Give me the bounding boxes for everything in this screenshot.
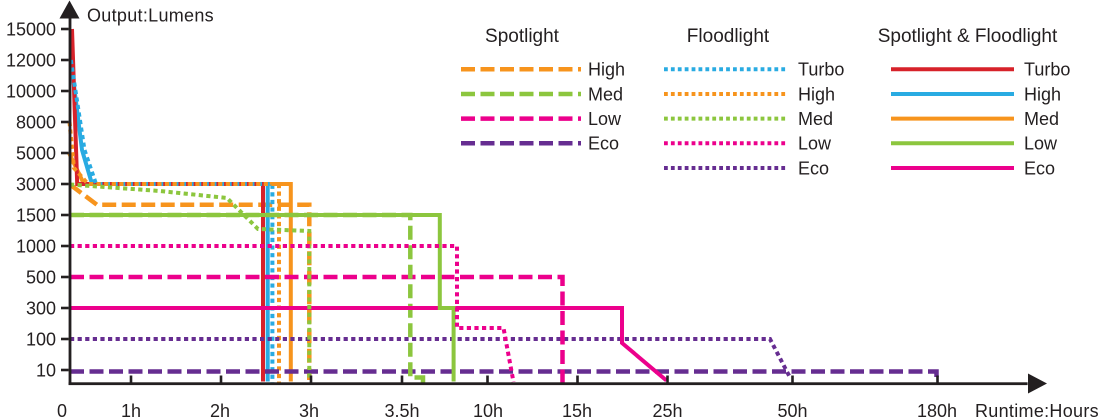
svg-text:100: 100 (26, 329, 56, 349)
svg-text:50h: 50h (777, 401, 807, 418)
svg-text:2h: 2h (210, 401, 230, 418)
svg-text:3h: 3h (299, 401, 319, 418)
svg-text:Turbo: Turbo (798, 60, 844, 80)
svg-text:Spotlight & Floodlight: Spotlight & Floodlight (878, 26, 1058, 47)
svg-text:Turbo: Turbo (1024, 60, 1070, 80)
svg-text:15h: 15h (562, 401, 592, 418)
svg-text:12000: 12000 (6, 50, 56, 70)
svg-text:10: 10 (36, 360, 56, 380)
svg-text:180h: 180h (917, 401, 957, 418)
svg-text:3000: 3000 (16, 174, 56, 194)
svg-text:Output:Lumens: Output:Lumens (87, 6, 214, 26)
svg-text:Eco: Eco (1024, 158, 1055, 178)
svg-text:3.5h: 3.5h (384, 401, 419, 418)
svg-text:Spotlight: Spotlight (485, 26, 560, 47)
svg-text:8000: 8000 (16, 112, 56, 132)
svg-text:500: 500 (26, 267, 56, 287)
svg-text:Med: Med (1024, 109, 1059, 129)
svg-text:10h: 10h (473, 401, 503, 418)
svg-text:Low: Low (588, 109, 622, 129)
svg-text:5000: 5000 (16, 143, 56, 163)
svg-text:Low: Low (798, 134, 832, 154)
svg-text:Runtime:Hours: Runtime:Hours (975, 401, 1099, 418)
svg-text:10000: 10000 (6, 81, 56, 101)
svg-text:High: High (1024, 84, 1061, 104)
svg-text:High: High (588, 60, 625, 80)
svg-text:1500: 1500 (16, 205, 56, 225)
svg-text:Eco: Eco (588, 134, 619, 154)
svg-text:Floodlight: Floodlight (687, 26, 770, 47)
svg-text:300: 300 (26, 298, 56, 318)
svg-text:High: High (798, 84, 835, 104)
svg-text:0: 0 (57, 401, 67, 418)
svg-text:Med: Med (588, 84, 623, 104)
svg-text:Low: Low (1024, 134, 1058, 154)
svg-text:1h: 1h (121, 401, 141, 418)
svg-text:25h: 25h (652, 401, 682, 418)
svg-text:15000: 15000 (6, 19, 56, 39)
svg-text:1000: 1000 (16, 236, 56, 256)
svg-text:Eco: Eco (798, 158, 829, 178)
svg-text:Med: Med (798, 109, 833, 129)
